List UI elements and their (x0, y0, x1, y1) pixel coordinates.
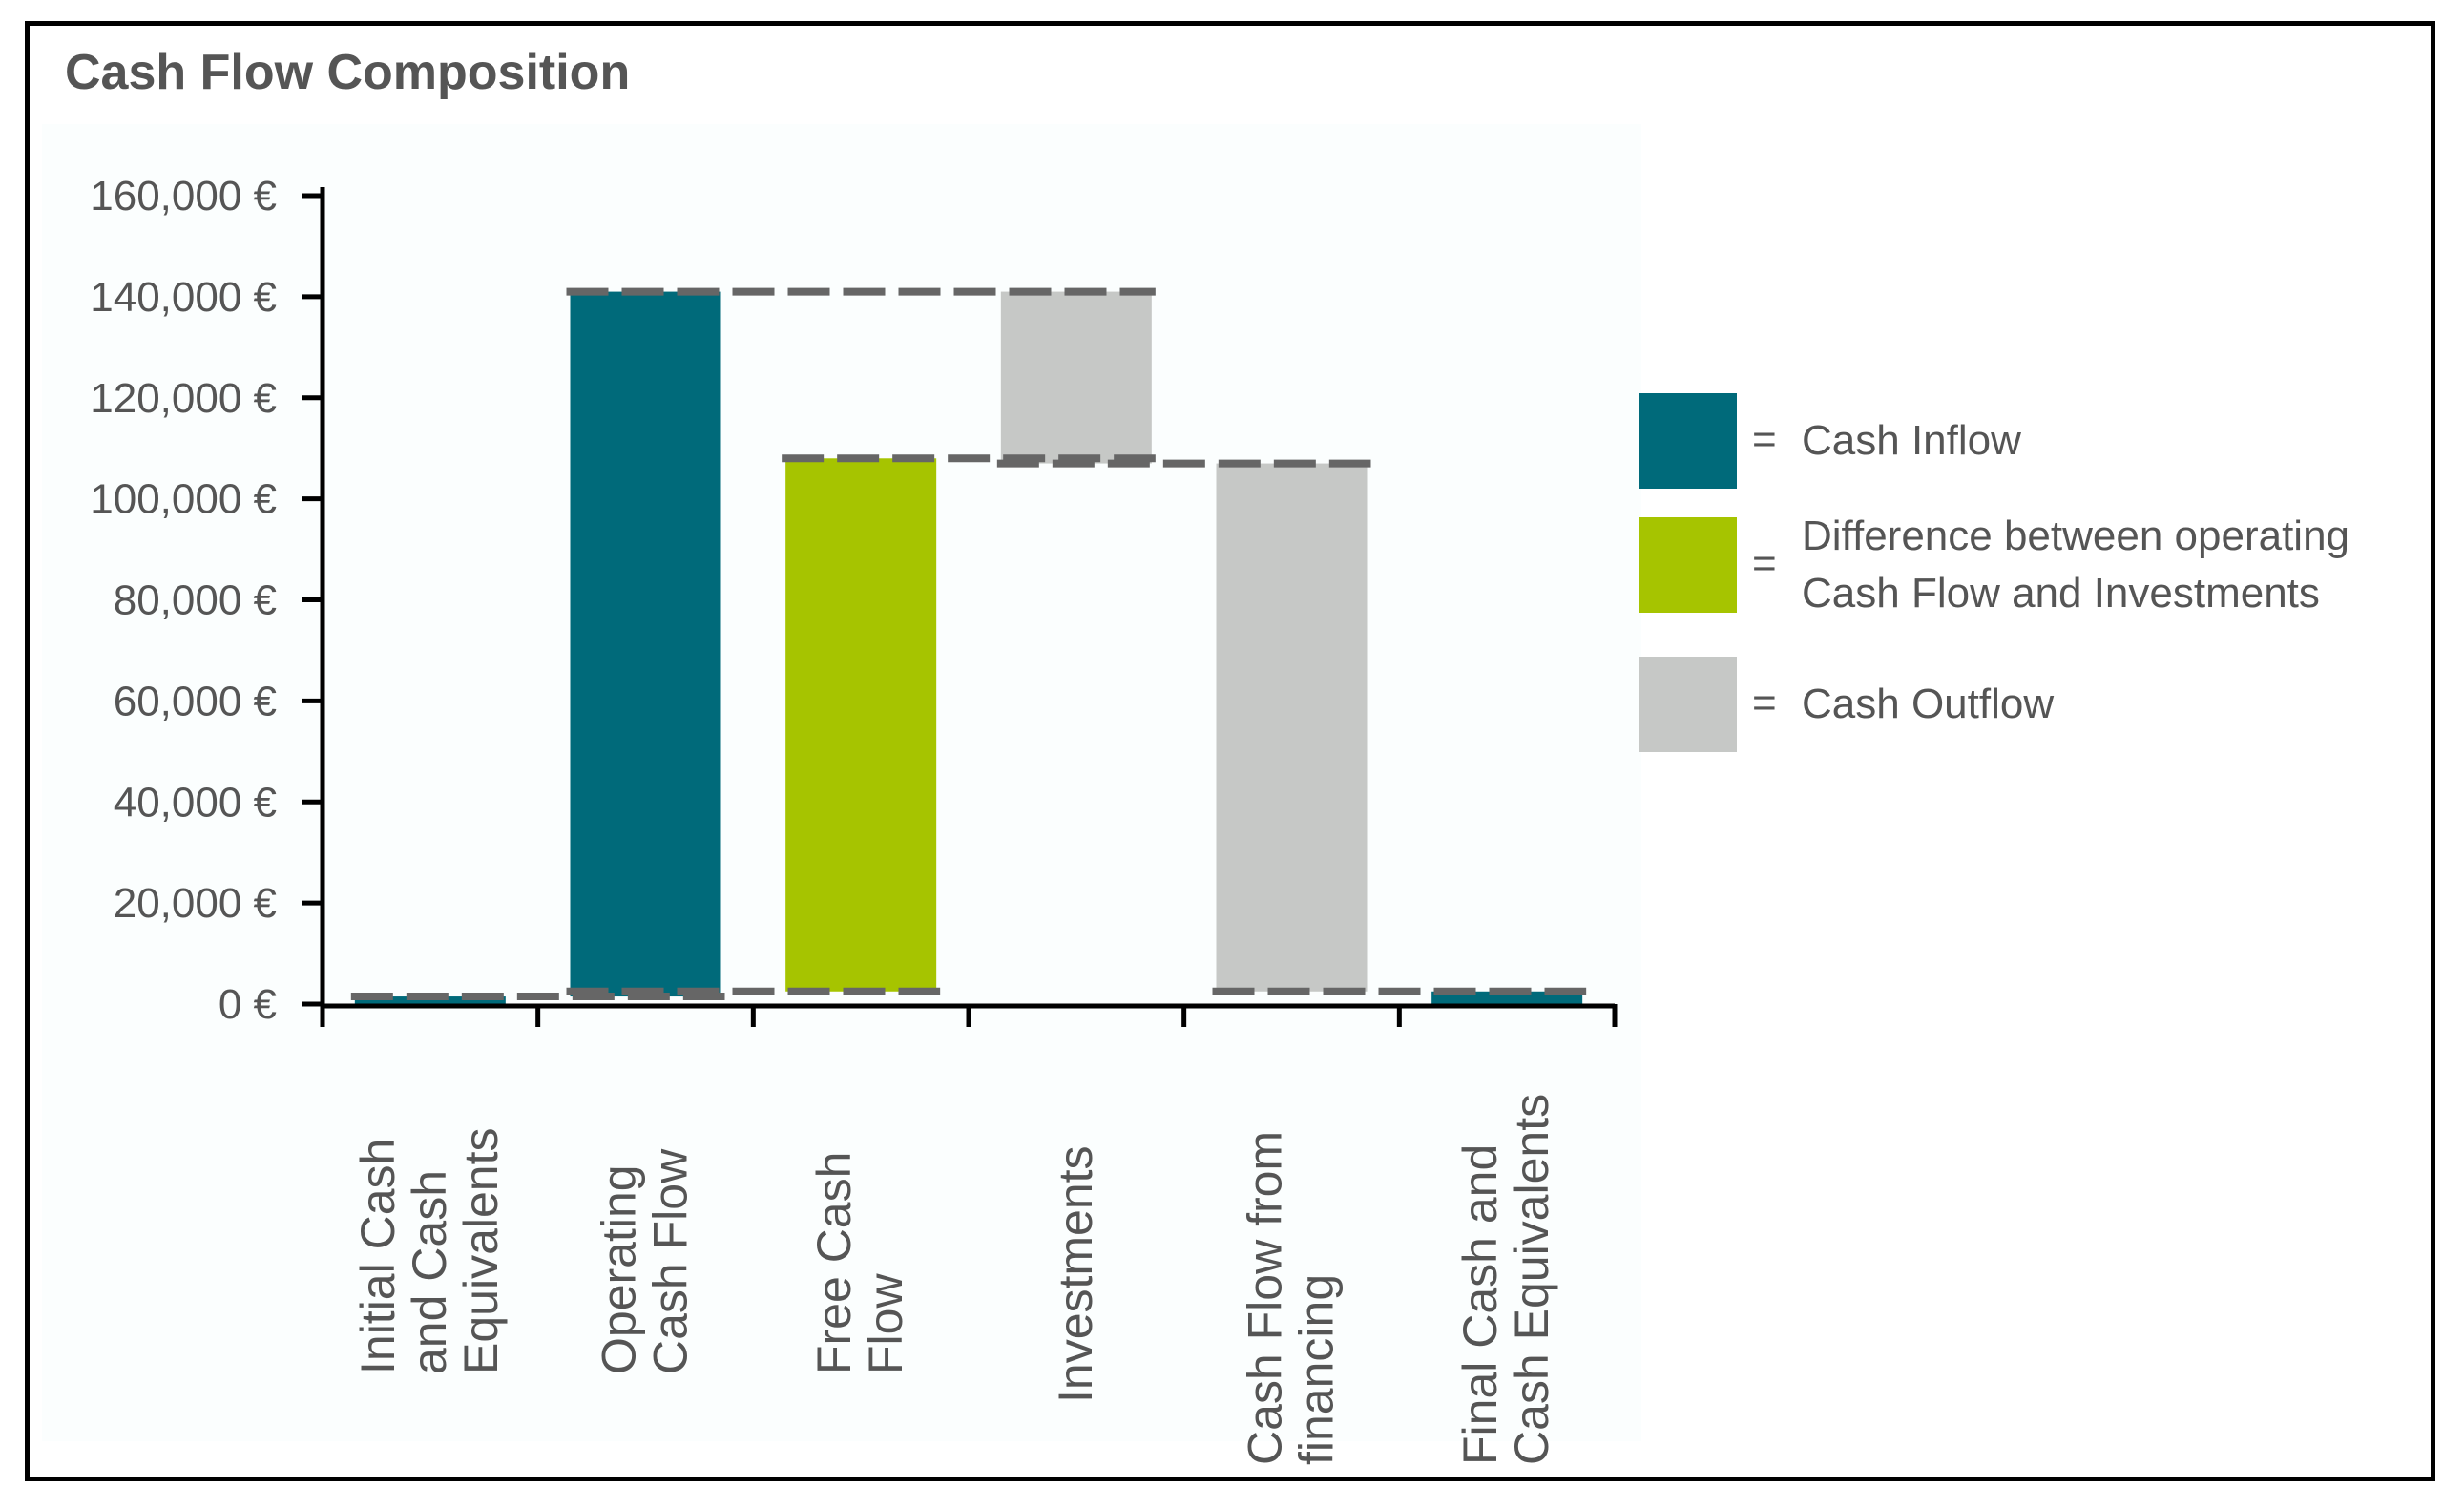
y-tick-label-2: 40,000 € (114, 779, 277, 826)
y-tick-label-7: 140,000 € (90, 274, 277, 321)
y-tick-label-3: 60,000 € (114, 678, 277, 724)
legend-equals: = (1752, 416, 1777, 463)
x-category-label-5-line-1: Cash Equivalents (1505, 1094, 1558, 1465)
legend-label-outflow: Cash Outflow (1802, 681, 2055, 727)
x-category-label-4-line-1: financing (1290, 1274, 1344, 1465)
chart-legend: = Cash Inflow = Difference between opera… (1639, 393, 2422, 756)
x-category-label-1-line-1: Cash Flow (644, 1148, 698, 1374)
y-tick-label-0: 0 € (219, 981, 277, 1028)
y-tick-label-4: 80,000 € (114, 577, 277, 624)
y-tick-label-6: 120,000 € (90, 375, 277, 422)
bar-4 (1216, 463, 1368, 992)
x-category-label-2-line-0: Free Cash (807, 1152, 861, 1374)
y-tick-label-1: 20,000 € (114, 880, 277, 927)
x-category-label-1-line-0: Operating (593, 1164, 646, 1374)
x-category-label-3-line-0: Investments (1049, 1145, 1102, 1403)
bar-1 (570, 291, 721, 997)
x-category-label-4-line-0: Cash Flow from (1239, 1131, 1292, 1465)
y-tick-label-5: 100,000 € (90, 476, 277, 523)
x-category-label-3: Investments (1049, 1145, 1102, 1403)
legend-equals: = (1752, 540, 1777, 587)
legend-label-inflow: Cash Inflow (1802, 417, 2021, 464)
legend-label-difference-line2: Cash Flow and Investments (1802, 570, 2320, 617)
bar-2 (785, 458, 937, 992)
x-category-label-0-line-2: Equivalents (454, 1128, 508, 1375)
x-category-label-0-line-0: Initial Cash (351, 1139, 405, 1374)
legend-swatch-difference (1639, 517, 1737, 613)
legend-equals: = (1752, 680, 1777, 726)
bar-3 (1000, 291, 1152, 464)
x-category-label-0-line-1: and Cash (403, 1170, 456, 1374)
legend-swatch-outflow (1639, 657, 1737, 752)
legend-swatch-inflow (1639, 393, 1737, 489)
chart-title: Cash Flow Composition (65, 45, 631, 100)
x-category-label-5-line-0: Final Cash and (1453, 1144, 1507, 1465)
x-category-label-2-line-1: Flow (859, 1273, 912, 1374)
legend-label-difference-line1: Difference between operating (1802, 513, 2350, 559)
y-tick-label-8: 160,000 € (90, 173, 277, 220)
